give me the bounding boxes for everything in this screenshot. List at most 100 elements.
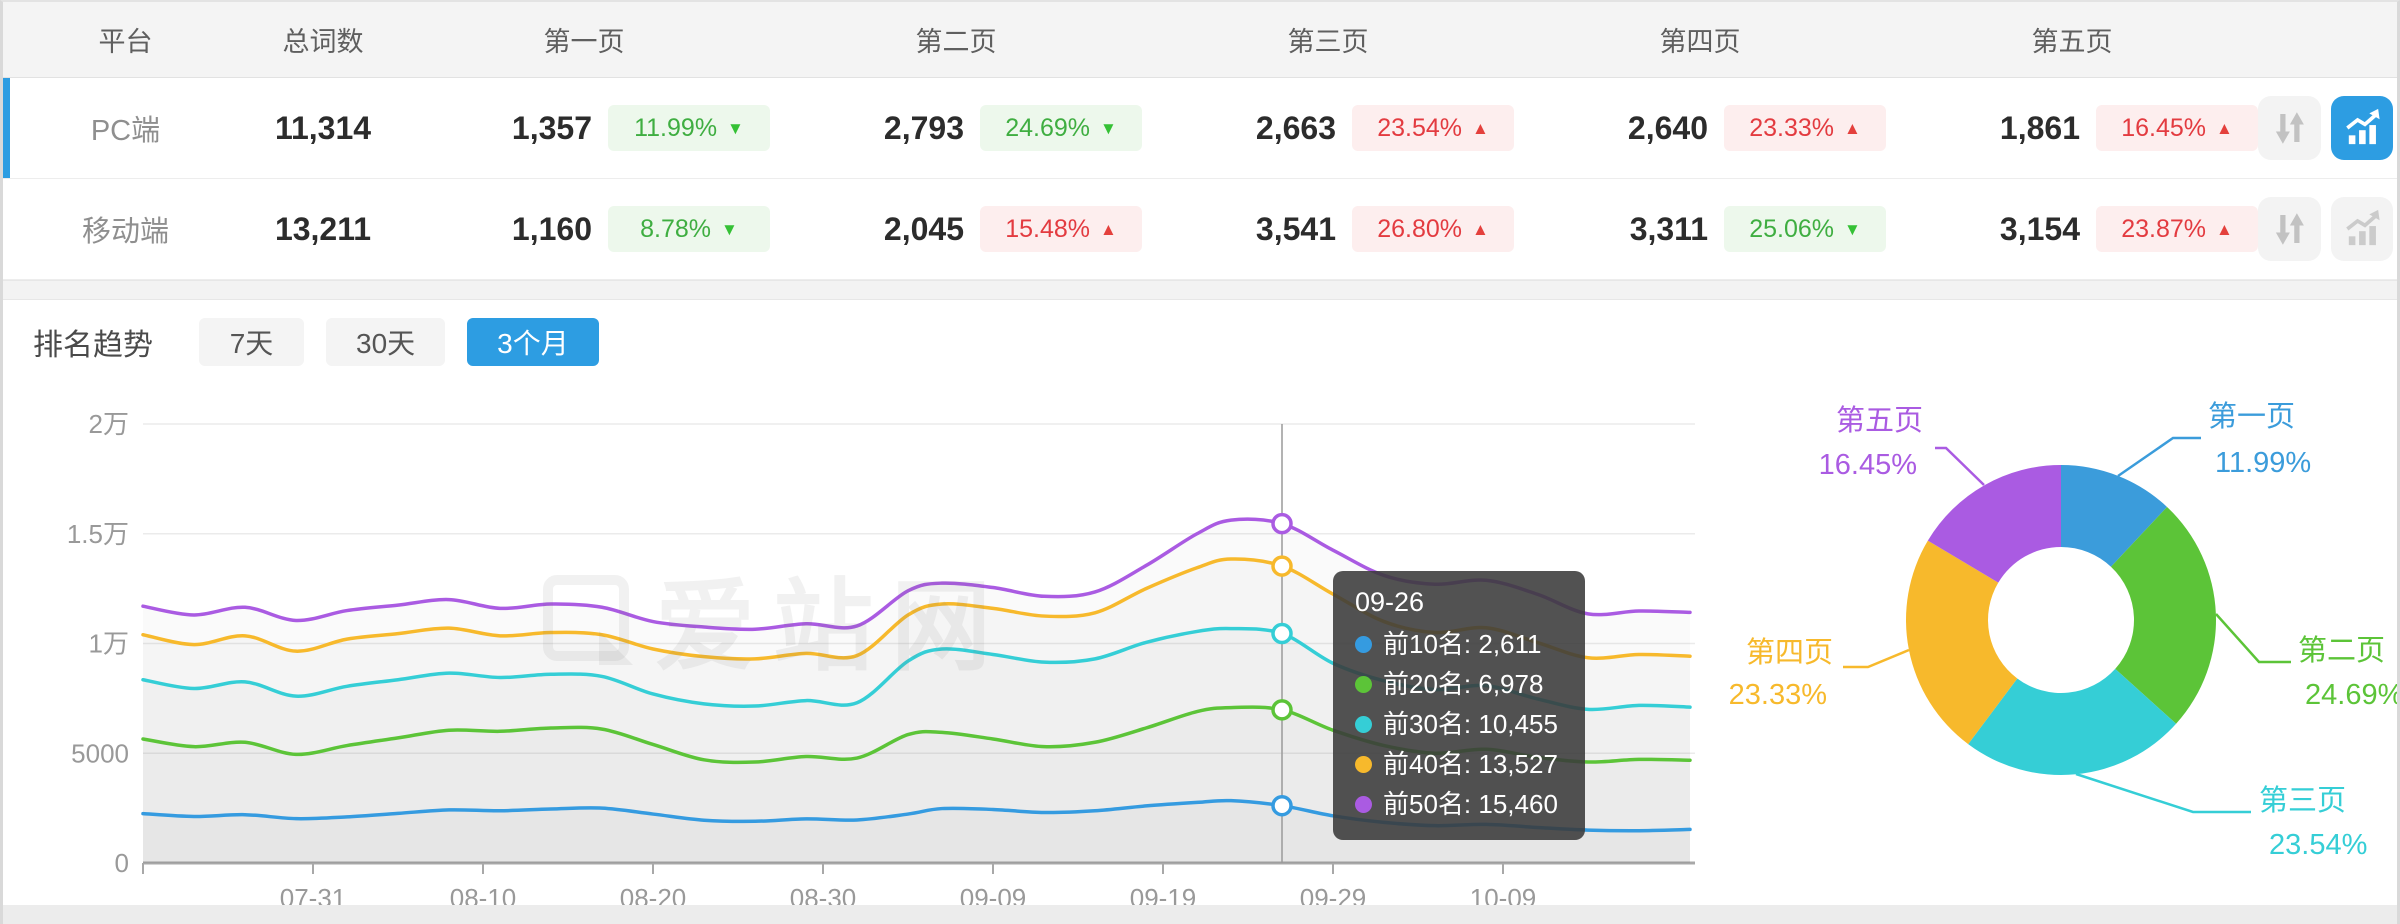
table-header-row: 平台 总词数 第一页 第二页 第三页 第四页 第五页 [3,2,2397,78]
svg-text:第三页: 第三页 [2259,784,2346,817]
total-words-value: 11,314 [274,109,372,146]
col-header-platform: 平台 [98,27,153,57]
trend-chart-button[interactable] [2330,197,2393,261]
trend-arrow-icon: ▲ [1471,219,1489,239]
svg-text:24.69%: 24.69% [2305,679,2397,711]
page-count: 1,357 [511,109,592,146]
trend-chart-button[interactable] [2330,96,2393,160]
chart-tooltip: 09-26 前10名: 2,611 前20名: 6,978 前30名: 10,4… [1333,571,1585,840]
col-header-page3: 第三页 [1287,27,1369,57]
tab-30-days[interactable]: 30天 [326,318,446,366]
page-count: 2,663 [1255,109,1336,146]
trend-arrow-icon: ▼ [1099,118,1117,138]
svg-text:第五页: 第五页 [1836,404,1923,437]
tooltip-label: 前20名 [1383,669,1464,699]
page-distribution-donut-chart[interactable]: 第一页 11.99% 第二页 24.69% 第三页 23.54% 第四页 23.33% 第五页 1… [1703,370,2397,905]
tab-3-months[interactable]: 3个月 [467,318,599,366]
change-badge: 23.54% ▲ [1352,105,1514,151]
tab-7-days[interactable]: 7天 [199,318,304,366]
section-divider [3,280,2397,300]
main-panel: 平台 总词数 第一页 第二页 第三页 第四页 第五页 PC端 11,314 1,… [3,2,2397,905]
charts-area: 爱站网 050001万1.5万2万07-3108-1008-2008-3009-… [3,370,2397,905]
sort-arrows-icon [2276,112,2305,144]
page-background-strip [3,905,2397,924]
svg-text:1万: 1万 [89,629,129,659]
table-row-pc[interactable]: PC端 11,314 1,357 11.99% ▼ 2,793 24.69% ▼ 2… [3,78,2397,179]
change-percent: 15.48% [1005,214,1090,243]
trend-title: 排名趋势 [33,329,153,362]
trend-arrow-icon: ▲ [1843,118,1861,138]
platform-label: PC端 [90,115,161,147]
trend-arrow-icon: ▲ [2215,118,2233,138]
change-badge: 16.45% ▲ [2096,105,2258,151]
svg-text:第四页: 第四页 [1746,636,1833,669]
tooltip-value: 2,611 [1478,629,1542,659]
svg-text:23.54%: 23.54% [2269,829,2367,861]
change-badge: 11.99% ▼ [608,105,770,151]
page3-cell: 3,541 26.80% ▲ [1142,179,1514,279]
tooltip-label: 前50名 [1383,789,1464,819]
page-count: 3,311 [1629,210,1708,247]
sort-button[interactable] [2258,96,2321,160]
col-header-page1: 第一页 [543,27,625,57]
svg-text:09-29: 09-29 [1300,883,1367,905]
series-dot-top20 [1355,675,1372,693]
tooltip-value: 13,527 [1478,749,1558,779]
tooltip-row: 前10名: 2,611 [1355,624,1563,664]
page2-cell: 2,045 15.48% ▲ [770,179,1142,279]
change-badge: 8.78% ▼ [608,206,770,252]
page5-cell: 3,154 23.87% ▲ [1886,179,2258,279]
trend-arrow-icon: ▲ [1099,219,1117,239]
change-badge: 26.80% ▲ [1352,206,1514,252]
svg-text:07-31: 07-31 [280,883,347,905]
table-row-mobile[interactable]: 移动端 13,211 1,160 8.78% ▼ 2,045 15.48% ▲ 3,… [3,179,2397,280]
page-count: 2,045 [883,210,964,247]
row-actions [2258,96,2397,160]
svg-text:0: 0 [115,848,129,878]
trend-section: 排名趋势 7天 30天 3个月 爱站网 050001万1.5万2万07-3108… [3,300,2397,905]
page2-cell: 2,793 24.69% ▼ [770,78,1142,178]
chart-icon [2345,209,2380,246]
series-dot-top30 [1355,715,1372,733]
page-count: 2,640 [1627,109,1708,146]
page-count: 3,541 [1255,210,1336,247]
trend-header: 排名趋势 7天 30天 3个月 [3,314,2397,370]
sort-arrows-icon [2276,213,2305,245]
page-count: 2,793 [883,109,964,146]
tooltip-label: 前30名 [1383,709,1464,739]
change-badge: 23.33% ▲ [1724,105,1886,151]
tooltip-row: 前40名: 13,527 [1355,744,1563,784]
tooltip-value: 15,460 [1478,789,1558,819]
page3-cell: 2,663 23.54% ▲ [1142,78,1514,178]
change-badge: 25.06% ▼ [1724,206,1886,252]
trend-arrow-icon: ▼ [1843,219,1861,239]
page5-cell: 1,861 16.45% ▲ [1886,78,2258,178]
page1-cell: 1,357 11.99% ▼ [398,78,770,178]
svg-text:第一页: 第一页 [2208,400,2295,433]
trend-arrow-icon: ▼ [727,118,744,138]
tooltip-row: 前50名: 15,460 [1355,784,1563,824]
page-count: 1,861 [1999,109,2080,146]
col-header-total-words: 总词数 [282,27,364,57]
change-badge: 24.69% ▼ [980,105,1142,151]
change-percent: 16.45% [2121,113,2206,142]
series-dot-top10 [1355,635,1372,653]
change-percent: 26.80% [1377,214,1462,243]
series-dot-top40 [1355,755,1372,773]
tooltip-row: 前20名: 6,978 [1355,664,1563,704]
sort-button[interactable] [2258,197,2321,261]
change-percent: 11.99% [634,113,718,142]
chart-icon [2345,108,2380,145]
tooltip-date: 09-26 [1355,587,1425,617]
svg-text:第二页: 第二页 [2298,634,2385,667]
svg-text:08-20: 08-20 [620,883,687,905]
change-percent: 8.78% [640,214,712,243]
svg-text:08-10: 08-10 [450,883,517,905]
tooltip-value: 10,455 [1478,709,1558,739]
change-percent: 23.33% [1749,113,1834,142]
change-percent: 25.06% [1749,214,1834,243]
platform-label: 移动端 [81,216,169,248]
svg-text:09-19: 09-19 [1130,883,1197,905]
change-percent: 23.87% [2121,214,2206,243]
page-count: 1,160 [511,210,592,247]
